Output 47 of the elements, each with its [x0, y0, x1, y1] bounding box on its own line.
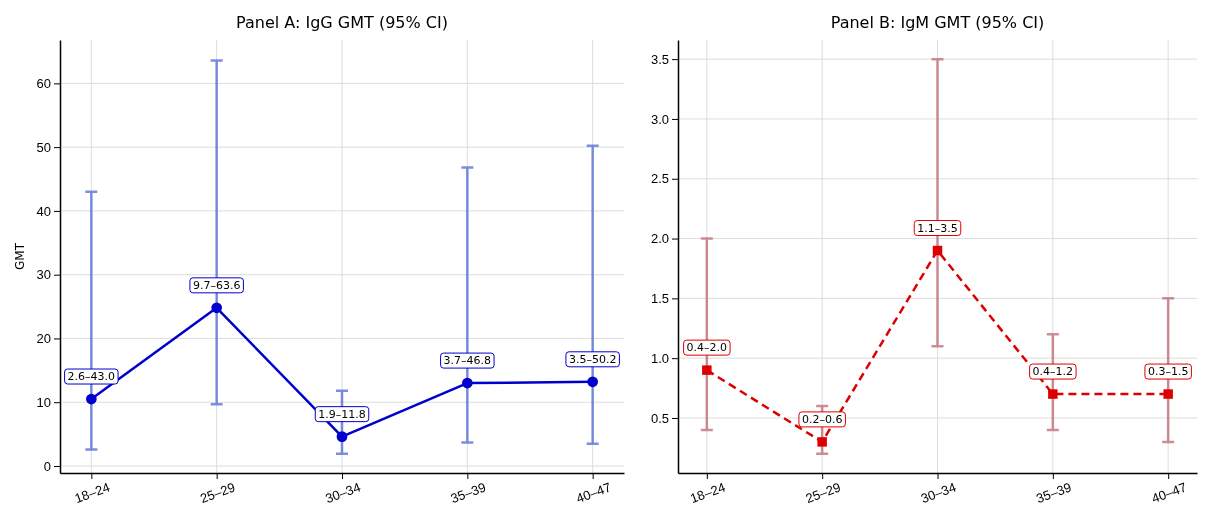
x-tick-label: 18–24 — [688, 479, 728, 507]
annotation: 0.2–0.6 — [801, 412, 843, 426]
point — [211, 302, 223, 314]
point — [1048, 389, 1058, 399]
point — [817, 437, 827, 447]
y-tick-label: 40 — [36, 203, 51, 219]
chart-title: Panel A: IgG GMT (95% CI) — [236, 13, 448, 32]
y-tick-label: 10 — [36, 394, 51, 410]
x-tick-label: 40–47 — [574, 479, 614, 507]
x-tick-label: 30–34 — [918, 479, 958, 507]
y-tick-label: 3.5 — [650, 51, 669, 67]
x-tick-label: 25–29 — [803, 479, 843, 507]
point — [1163, 389, 1173, 399]
y-tick-label: 3.0 — [650, 111, 669, 127]
point — [461, 377, 473, 389]
annotation: 3.7–46.8 — [443, 354, 492, 368]
annotation: 0.4–2.0 — [686, 341, 728, 355]
point — [336, 431, 348, 442]
chart-title: Panel B: IgM GMT (95% CI) — [830, 13, 1045, 32]
x-tick-label: 40–47 — [1149, 479, 1189, 507]
x-tick-label: 18–24 — [72, 479, 112, 507]
y-axis-title: GMT — [13, 242, 27, 270]
point — [587, 376, 599, 388]
x-tick-label: 25–29 — [198, 479, 238, 507]
x-tick-label: 30–34 — [323, 479, 363, 507]
annotation: 9.7–63.6 — [192, 278, 241, 292]
annotation: 1.9–11.8 — [318, 407, 366, 421]
point — [85, 393, 97, 405]
y-tick-label: 2.5 — [650, 171, 669, 187]
y-tick-label: 1.5 — [650, 291, 669, 307]
x-tick-label: 35–39 — [1034, 479, 1074, 507]
annotation: 0.3–1.5 — [1147, 365, 1189, 379]
point — [702, 365, 712, 375]
y-tick-label: 60 — [36, 76, 51, 92]
y-tick-label: 1.0 — [650, 350, 669, 366]
annotation: 1.1–3.5 — [917, 221, 958, 235]
y-tick-label: 2.0 — [650, 231, 669, 247]
annotation: 2.6–43.0 — [67, 370, 116, 384]
y-tick-label: 0.5 — [650, 410, 669, 426]
point — [932, 245, 943, 256]
y-tick-label: 20 — [36, 331, 51, 347]
y-tick-label: 50 — [36, 139, 51, 155]
annotation: 0.4–1.2 — [1032, 365, 1074, 379]
y-tick-label: 0 — [43, 458, 51, 474]
annotation: 3.5–50.2 — [568, 352, 617, 366]
y-tick-label: 30 — [36, 267, 51, 283]
x-tick-label: 35–39 — [448, 479, 488, 507]
